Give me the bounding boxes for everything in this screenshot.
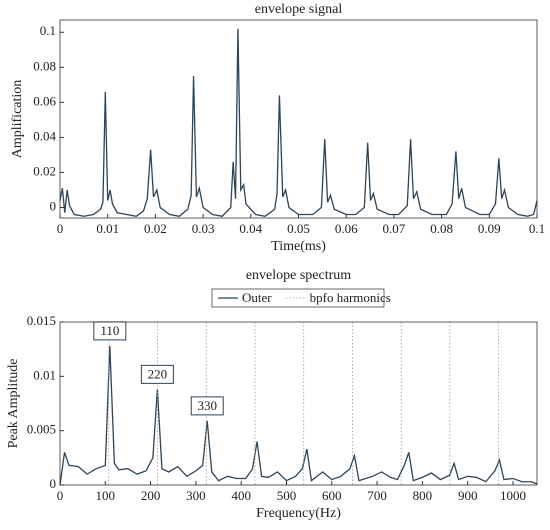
x-tick-label: 0.08 [430,221,453,236]
x-axis-label: Time(ms) [271,239,326,254]
x-tick-label: 0.05 [287,221,310,236]
x-tick-label: 400 [231,488,251,503]
y-tick-label: 0.1 [40,23,56,38]
y-tick-label: 0.015 [27,313,56,328]
legend-label: Outer [242,290,272,305]
y-tick-label: 0.005 [27,422,56,437]
annotation-box [140,364,174,384]
x-tick-label: 700 [367,488,387,503]
axes-box [59,321,538,486]
chart-title: envelope signal [255,2,343,17]
x-axis-label: Frequency(Hz) [256,506,341,521]
x-tick-label: 0.02 [144,221,167,236]
x-tick-label: 0.09 [478,221,501,236]
x-tick-label: 900 [458,488,478,503]
x-tick-label: 0.06 [335,221,358,236]
y-tick-label: 0 [50,198,57,213]
x-tick-label: 0 [57,488,64,503]
y-tick-label: 0.04 [33,128,56,143]
x-tick-label: 200 [141,488,161,503]
y-tick-label: 0.01 [33,367,56,382]
y-tick-label: 0 [50,476,57,491]
legend-label: bpfo harmonics [310,290,391,305]
annotation: 220 [148,366,168,381]
x-tick-label: 1000 [500,488,526,503]
x-tick-label: 500 [277,488,297,503]
y-tick-label: 0.02 [33,163,56,178]
annotation-box [190,396,224,416]
y-axis-label: Amplification [10,80,25,159]
y-tick-label: 0.08 [33,58,56,73]
signal-line [59,345,538,486]
x-tick-label: 0.03 [192,221,215,236]
y-axis-label: Peak Amplitude [6,359,21,449]
chart-title: envelope spectrum [246,268,351,283]
signal-line [59,28,538,217]
x-tick-label: 0.07 [383,221,406,236]
x-tick-label: 0 [57,221,64,236]
x-tick-label: 0.04 [239,221,262,236]
annotation: 110 [100,323,119,338]
x-tick-label: 600 [322,488,342,503]
x-tick-label: 800 [413,488,433,503]
legend-box [211,288,385,308]
x-tick-label: 0.01 [96,221,119,236]
annotation: 330 [197,398,217,413]
x-tick-label: 0.1 [529,221,545,236]
x-tick-label: 100 [96,488,116,503]
axes-box [59,19,538,219]
y-tick-label: 0.06 [33,93,56,108]
x-tick-label: 300 [186,488,206,503]
